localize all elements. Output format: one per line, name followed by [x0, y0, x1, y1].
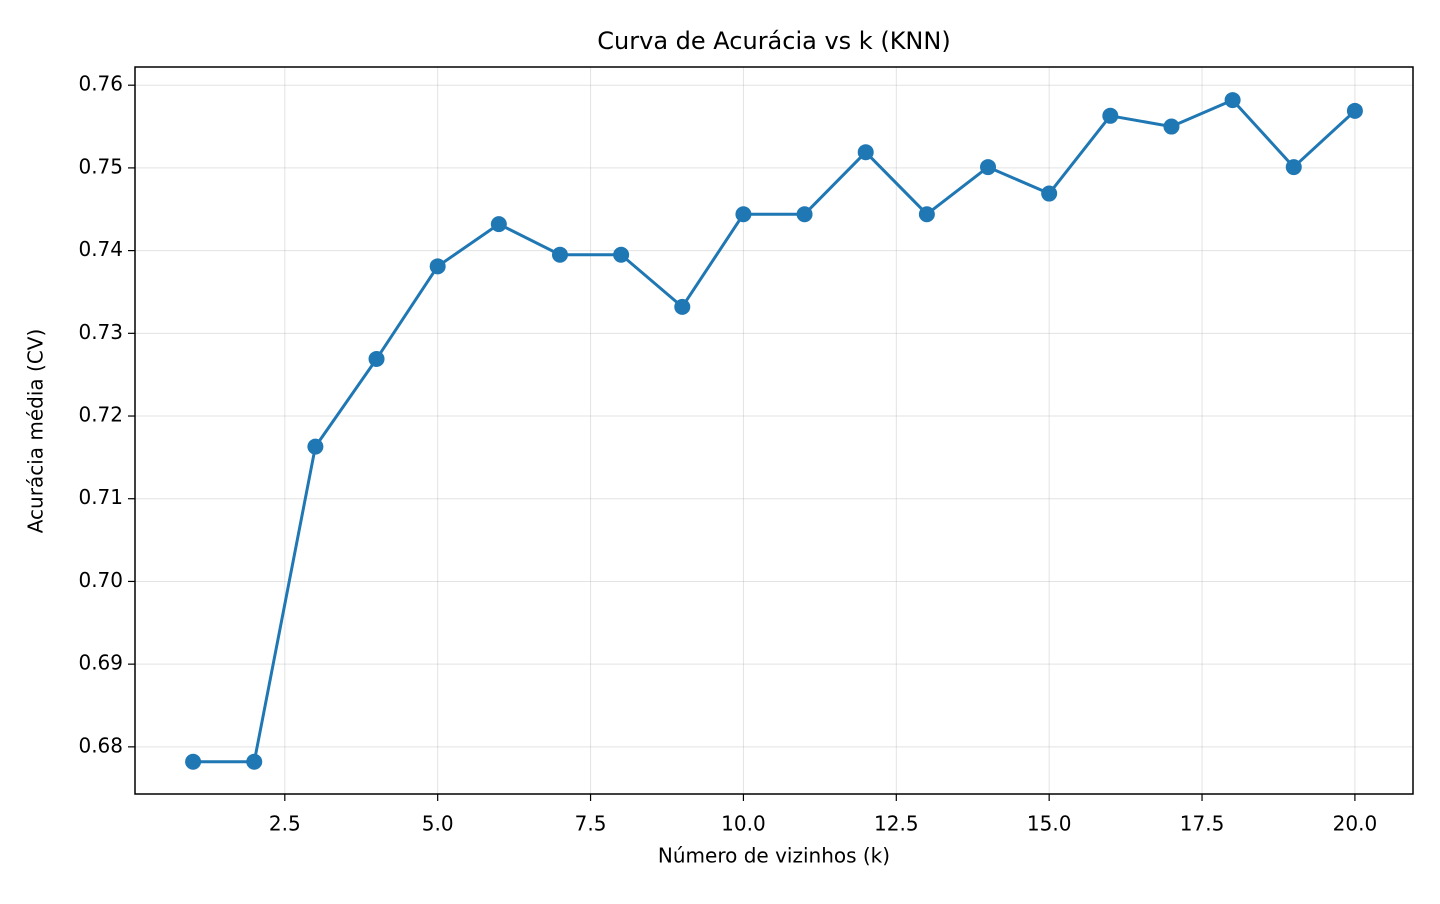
x-tick-label: 5.0 — [422, 812, 454, 836]
chart-title: Curva de Acurácia vs k (KNN) — [597, 27, 950, 55]
y-tick-label: 0.76 — [78, 72, 123, 96]
data-point — [735, 206, 752, 223]
y-tick-label: 0.68 — [78, 733, 123, 757]
data-point — [246, 753, 263, 770]
x-tick-label: 15.0 — [1027, 812, 1072, 836]
data-point — [674, 298, 691, 315]
data-point — [551, 246, 568, 263]
plot-frame — [134, 66, 1414, 795]
data-point — [1163, 118, 1180, 135]
data-point — [429, 258, 446, 275]
y-tick-label: 0.73 — [78, 320, 123, 344]
data-point — [185, 753, 202, 770]
x-tick-label: 17.5 — [1180, 812, 1225, 836]
x-tick-label: 12.5 — [874, 812, 919, 836]
x-tick-label: 20.0 — [1333, 812, 1378, 836]
data-line — [193, 98, 1356, 764]
y-tick-label: 0.69 — [78, 651, 123, 675]
x-tick-label: 2.5 — [269, 812, 301, 836]
data-point — [1041, 185, 1058, 202]
data-point — [1285, 159, 1302, 176]
x-tick-label: 7.5 — [575, 812, 607, 836]
data-point — [1224, 92, 1241, 109]
x-axis-label: Número de vizinhos (k) — [658, 844, 890, 868]
y-tick-label: 0.74 — [78, 237, 123, 261]
data-point — [796, 206, 813, 223]
data-point — [918, 206, 935, 223]
data-point — [368, 350, 385, 367]
data-point — [490, 216, 507, 233]
data-point — [857, 144, 874, 161]
data-point — [1346, 102, 1363, 119]
data-point — [307, 438, 324, 455]
y-tick-label: 0.70 — [78, 568, 123, 592]
y-tick-label: 0.75 — [78, 154, 123, 178]
y-axis-label: Acurácia média (CV) — [24, 329, 48, 534]
data-point — [613, 246, 630, 263]
y-tick-label: 0.71 — [78, 485, 123, 509]
data-point — [980, 159, 997, 176]
y-tick-label: 0.72 — [78, 403, 123, 427]
x-tick-label: 10.0 — [721, 812, 766, 836]
data-point — [1102, 107, 1119, 124]
